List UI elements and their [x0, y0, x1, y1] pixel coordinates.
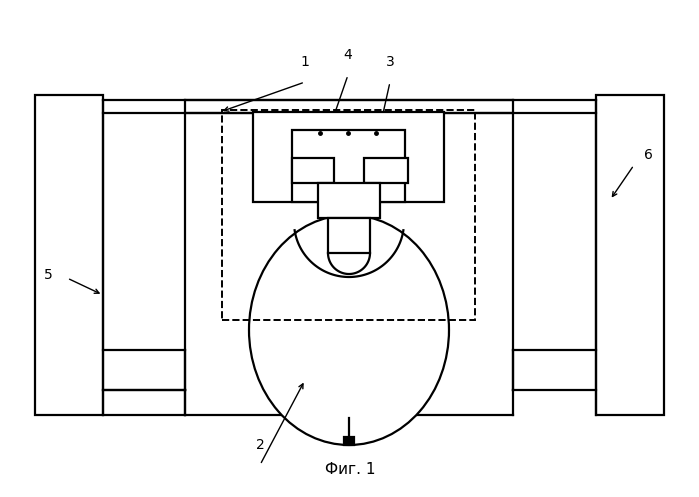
- Bar: [253, 112, 444, 202]
- Text: 2: 2: [256, 438, 264, 452]
- Text: 4: 4: [344, 48, 352, 62]
- Text: 3: 3: [386, 55, 394, 69]
- Bar: [596, 95, 664, 415]
- Text: 6: 6: [644, 148, 652, 162]
- Bar: [292, 158, 334, 183]
- Bar: [222, 110, 475, 320]
- Bar: [35, 95, 103, 415]
- Ellipse shape: [249, 215, 449, 445]
- Text: Фиг. 1: Фиг. 1: [325, 463, 375, 478]
- Bar: [364, 158, 408, 183]
- Bar: [344, 437, 354, 445]
- Bar: [328, 218, 370, 253]
- Text: 1: 1: [301, 55, 310, 69]
- Bar: [318, 183, 380, 218]
- Text: 5: 5: [43, 268, 52, 282]
- Bar: [292, 130, 405, 202]
